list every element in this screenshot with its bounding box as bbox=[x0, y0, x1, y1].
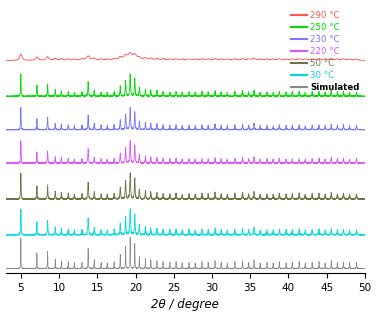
X-axis label: 2θ / degree: 2θ / degree bbox=[151, 298, 219, 311]
Legend: 290 °C, 250 °C, 230 °C, 220 °C, 50 °C, 30 °C, Simulated: 290 °C, 250 °C, 230 °C, 220 °C, 50 °C, 3… bbox=[291, 10, 360, 93]
